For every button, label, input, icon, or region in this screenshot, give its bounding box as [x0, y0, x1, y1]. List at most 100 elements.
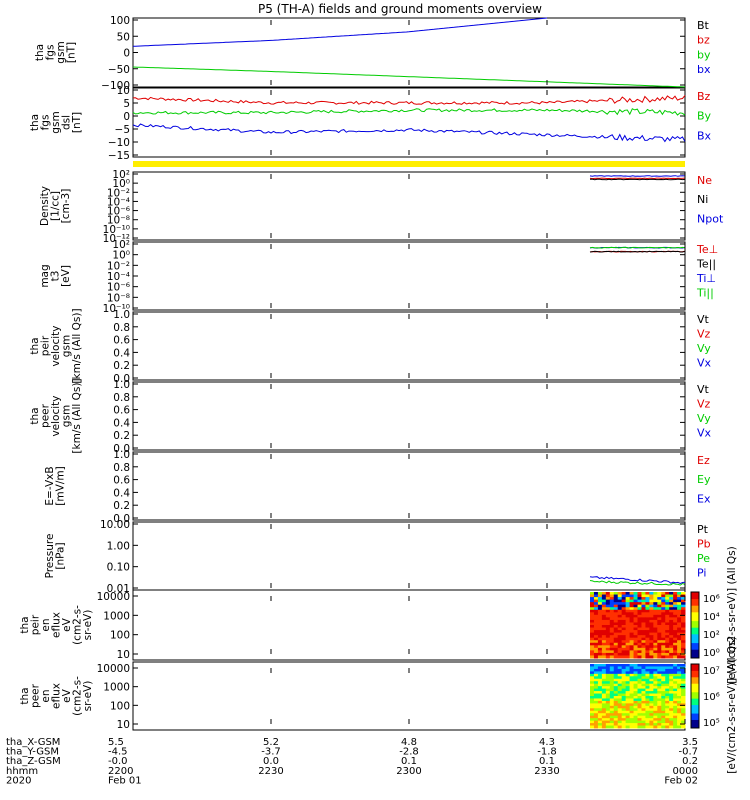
heatmap-cell [593, 627, 599, 631]
heatmap-cell [605, 637, 611, 641]
colorbar-step [691, 696, 699, 699]
heatmap-cell [669, 671, 674, 675]
heatmap-cell [649, 627, 654, 631]
heatmap-cell [609, 666, 615, 670]
y-tick-label: 10⁻⁴ [107, 271, 130, 283]
heatmap-cell [613, 718, 619, 722]
heatmap-cell [641, 627, 646, 631]
y-tick-label: 0 [123, 48, 130, 60]
colorbar-step [691, 723, 699, 727]
heatmap-cell [641, 655, 646, 659]
legend-entry: Ti⊥ [696, 272, 716, 285]
heatmap-cell [590, 705, 595, 709]
heatmap-cell [657, 715, 662, 719]
colorbar-step [691, 693, 699, 697]
heatmap-cell [665, 617, 670, 621]
heatmap-cell [590, 691, 595, 695]
heatmap-cell [601, 604, 607, 608]
heatmap-cell [677, 607, 682, 611]
heatmap-cell [617, 607, 623, 611]
heatmap-cell [661, 592, 666, 596]
y-axis-label: peer [30, 683, 42, 708]
heatmap-cell [597, 602, 603, 606]
colorbar-axis-label: [eV/(cm2-s-sr-eV)] (All Qs) [726, 636, 738, 773]
heatmap-cell [593, 715, 599, 719]
heatmap-cell [621, 632, 627, 636]
heatmap-cell [621, 619, 627, 623]
heatmap-cell [645, 647, 650, 651]
heatmap-cell [669, 676, 674, 680]
heatmap-cell [661, 673, 666, 677]
heatmap-cell [633, 617, 638, 621]
heatmap-cell [625, 683, 631, 687]
heatmap-cell [617, 693, 623, 697]
heatmap-cell [665, 673, 670, 677]
heatmap-cell [665, 708, 670, 712]
heatmap-cell [673, 632, 678, 636]
heatmap-cell [613, 693, 619, 697]
heatmap-cell [609, 668, 615, 672]
heatmap-cell [613, 642, 619, 646]
heatmap-cell [601, 617, 607, 621]
heatmap-cell [621, 652, 627, 656]
heatmap-cell [625, 676, 631, 680]
heatmap-cell [590, 599, 595, 603]
heatmap-cell [633, 681, 638, 685]
heatmap-cell [649, 645, 654, 649]
heatmap-cell [625, 645, 631, 649]
heatmap-cell [661, 594, 666, 598]
heatmap-cell [677, 676, 682, 680]
heatmap-cell [637, 720, 642, 724]
heatmap-cell [641, 609, 646, 613]
heatmap-cell [665, 718, 670, 722]
heatmap-cell [677, 720, 682, 724]
legend-entry: Vt [697, 313, 710, 326]
y-axis-label: gsm [55, 41, 67, 63]
heatmap-cell [629, 705, 635, 709]
plot-frame [132, 451, 686, 521]
heatmap-cell [681, 686, 686, 690]
heatmap-cell [669, 635, 674, 639]
panels: 100500−50−100thafgsgsm[nT]Btbzbybx1050−5… [19, 15, 738, 774]
orbit-value: 2200 [108, 766, 133, 777]
heatmap-cell [641, 652, 646, 656]
heatmap-cell [593, 664, 599, 667]
heatmap-cell [677, 627, 682, 631]
heatmap-cell [677, 723, 682, 727]
heatmap-cell [641, 630, 646, 634]
heatmap-cell [609, 627, 615, 631]
heatmap-cell [649, 655, 654, 659]
y-tick-label: 0.0 [113, 443, 130, 455]
heatmap-cell [641, 614, 646, 618]
heatmap-cell [633, 650, 638, 654]
heatmap-cell [677, 609, 682, 613]
heatmap-cell [605, 668, 611, 672]
panel-peir_velocity: 1.00.80.60.40.20.0thapeirvelocitygsm[km/… [29, 308, 712, 385]
heatmap-cell [649, 723, 654, 727]
heatmap-cell [649, 652, 654, 656]
heatmap-cell [677, 625, 682, 629]
heatmap-cell [597, 723, 603, 727]
heatmap-cell [590, 676, 595, 680]
heatmap-cell [653, 693, 658, 697]
heatmap-cell [645, 617, 650, 621]
heatmap-cell [661, 655, 666, 659]
heatmap-cell [641, 691, 646, 695]
heatmap-cell [649, 604, 654, 608]
heatmap-cell [593, 597, 599, 601]
heatmap-cell [637, 650, 642, 654]
heatmap-cell [633, 705, 638, 709]
heatmap-cell [633, 627, 638, 631]
orbit-row-name: tha_Z-GSM [6, 756, 61, 767]
heatmap-cell [657, 612, 662, 616]
heatmap-cell [657, 693, 662, 697]
heatmap-cell [665, 637, 670, 641]
heatmap-cell [605, 698, 611, 702]
y-tick-label: 10² [112, 169, 130, 181]
y-axis-label: velocity [50, 395, 62, 436]
heatmap-cell [597, 607, 603, 611]
heatmap-cell [617, 698, 623, 702]
heatmap-cell [590, 681, 595, 685]
heatmap-cell [661, 635, 666, 639]
